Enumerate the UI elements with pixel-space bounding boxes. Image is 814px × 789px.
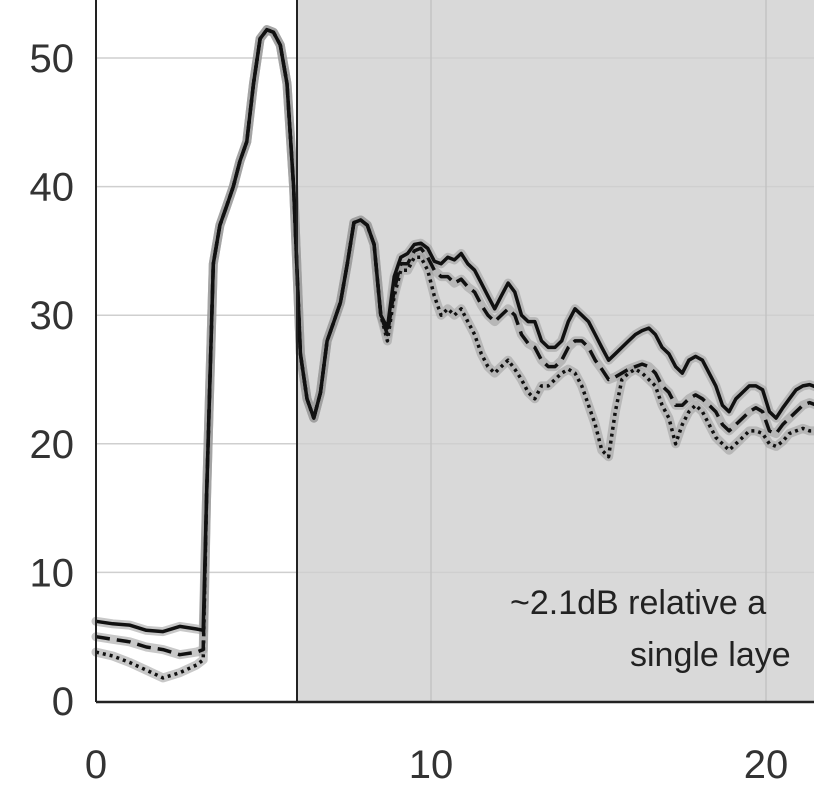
x-tick-label: 10 bbox=[409, 743, 454, 787]
axes bbox=[95, 0, 814, 704]
series-line-dotted bbox=[95, 27, 814, 680]
y-tick-label: 40 bbox=[30, 166, 75, 210]
y-tick-label: 30 bbox=[30, 294, 75, 338]
y-tick-label: 10 bbox=[30, 551, 75, 595]
y-tick-label: 50 bbox=[30, 37, 75, 81]
series-line-dashed bbox=[95, 27, 814, 657]
annotation-line-1: ~2.1dB relative a bbox=[510, 584, 766, 622]
y-tick-labels: 0 10 20 30 40 50 bbox=[30, 37, 75, 724]
x-tick-label: 20 bbox=[744, 743, 789, 787]
y-tick-label: 0 bbox=[52, 680, 74, 724]
series-lines bbox=[95, 27, 814, 680]
y-tick-label: 20 bbox=[30, 423, 75, 467]
annotation-line-2: single laye bbox=[630, 636, 791, 674]
x-tick-labels: 0 10 20 bbox=[85, 743, 788, 787]
x-tick-label: 0 bbox=[85, 743, 107, 787]
